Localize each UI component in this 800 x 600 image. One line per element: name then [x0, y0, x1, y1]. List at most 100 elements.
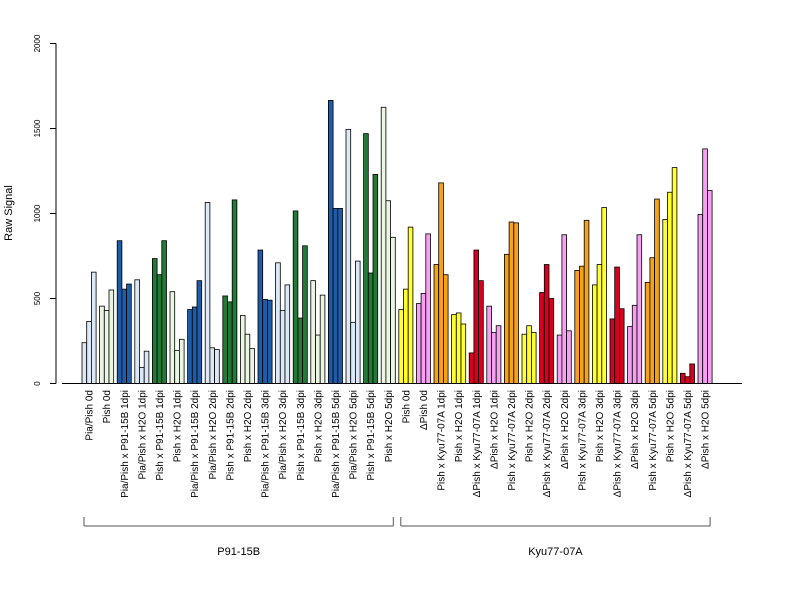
- bar: [438, 182, 444, 384]
- bar: [614, 266, 620, 384]
- bar: [385, 200, 391, 384]
- y-tick-label: 500: [33, 291, 42, 305]
- x-tick-label: Pish x Kyu77-07A 2dpi: [507, 390, 518, 491]
- bar: [169, 291, 176, 384]
- bar: [513, 222, 519, 384]
- bar: [491, 332, 497, 384]
- bar: [425, 233, 431, 384]
- bar: [108, 289, 115, 384]
- x-tick-label: Pish x H2O 2dpi: [525, 390, 536, 462]
- bar: [151, 258, 158, 384]
- bar: [196, 280, 203, 384]
- bar: [86, 321, 92, 384]
- bar: [174, 349, 180, 384]
- x-tick-label: Pish x H2O 5dpi: [384, 390, 395, 462]
- bar: [579, 265, 585, 384]
- bar: [667, 191, 673, 384]
- bar: [521, 333, 528, 384]
- bar: [279, 309, 286, 384]
- x-tick-label: Pia/Pish x P91-15B 5dpi: [331, 390, 342, 498]
- bar: [526, 325, 532, 384]
- bar: [284, 284, 291, 384]
- bar: [407, 226, 414, 384]
- x-tick-label: Pish x P91-15B 5dpi: [366, 390, 377, 481]
- x-tick-label: Pish x H2O 5dpi: [665, 390, 676, 462]
- bar: [442, 274, 449, 384]
- bar: [222, 295, 228, 384]
- bar: [345, 128, 352, 384]
- bar: [654, 198, 660, 384]
- x-axis: Pia/Pish 0d Pish 0d Pia/Pish x P91-15B 1dp…: [62, 383, 742, 498]
- group-label: P91-15B: [217, 546, 260, 558]
- bar: [561, 234, 568, 384]
- bar: [337, 207, 343, 384]
- x-tick-label: Pish 0d: [401, 390, 412, 423]
- x-tick-label: Pia/Pish 0d: [85, 390, 96, 441]
- bar: [539, 292, 545, 384]
- bar: [649, 257, 656, 384]
- x-tick-label: Pia/Pish x H2O 5dpi: [349, 390, 360, 480]
- bar: [332, 207, 339, 384]
- bar: [380, 106, 387, 384]
- x-tick-label: Pia/Pish x P91-15B 1dpi: [120, 390, 131, 498]
- x-tick-label: Pish 0d: [102, 390, 113, 423]
- x-tick-label: ΔPish x H2O 3dpi: [630, 390, 641, 469]
- bar: [707, 190, 713, 384]
- bar: [367, 272, 374, 384]
- x-tick-label: Pish x H2O 2dpi: [243, 390, 254, 462]
- x-tick-label: ΔPish x Kyu77-07A 1dpi: [472, 390, 483, 497]
- bar: [257, 249, 264, 384]
- x-tick-label: Pish x Kyu77-07A 1dpi: [437, 390, 448, 491]
- bar: [214, 349, 220, 384]
- bar: [566, 330, 572, 384]
- bar: [99, 305, 105, 384]
- bar: [350, 321, 356, 384]
- x-tick-label: Pia/Pish x P91-15B 2dpi: [190, 390, 201, 498]
- bar: [671, 167, 678, 384]
- bar: [302, 245, 308, 384]
- bar: [297, 317, 303, 384]
- x-tick-label: Pish x P91-15B 2dpi: [225, 390, 236, 481]
- bar: [495, 325, 502, 384]
- y-tick-label: 2000: [33, 34, 42, 52]
- x-tick-label: Pish x H2O 1dpi: [173, 390, 184, 462]
- bar: [420, 292, 427, 384]
- bar: [662, 219, 668, 384]
- bar: [689, 363, 695, 384]
- bar: [636, 234, 643, 384]
- x-tick-label: ΔPish x Kyu77-07A 5dpi: [683, 390, 694, 497]
- bar: [134, 279, 140, 384]
- bar: [531, 332, 537, 384]
- bar: [684, 376, 691, 384]
- x-tick-label: ΔPish 0d: [419, 390, 430, 430]
- bar: [415, 303, 422, 384]
- bar: [363, 133, 369, 384]
- y-axis-label: Raw Signal: [3, 185, 15, 241]
- x-tick-label: ΔPish x H2O 1dpi: [489, 390, 500, 469]
- bar: [275, 262, 281, 384]
- bar: [468, 352, 475, 384]
- bar: [433, 264, 440, 384]
- bar: [503, 253, 510, 384]
- bar: [543, 264, 550, 384]
- x-tick-label: Pish x Kyu77-07A 5dpi: [648, 390, 659, 491]
- x-tick-label: Pish x H2O 1dpi: [454, 390, 465, 462]
- bar: [619, 308, 625, 384]
- bar: [473, 249, 479, 384]
- x-tick-label: Pish x H2O 3dpi: [313, 390, 324, 462]
- bar: [139, 366, 145, 384]
- bar: [372, 173, 379, 384]
- bar: [486, 305, 492, 384]
- x-tick-label: Pish x P91-15B 1dpi: [155, 390, 166, 481]
- bar: [508, 221, 515, 384]
- bar: [702, 148, 708, 384]
- y-axis: 0 500 1000 1500 2000: [33, 34, 57, 386]
- y-tick-label: 1000: [33, 204, 42, 222]
- x-tick-label: Pia/Pish x H2O 3dpi: [278, 390, 289, 480]
- bar: [262, 298, 268, 384]
- bar: [116, 240, 123, 384]
- bar: [583, 219, 590, 384]
- bar: [556, 334, 563, 384]
- bars: [81, 100, 713, 384]
